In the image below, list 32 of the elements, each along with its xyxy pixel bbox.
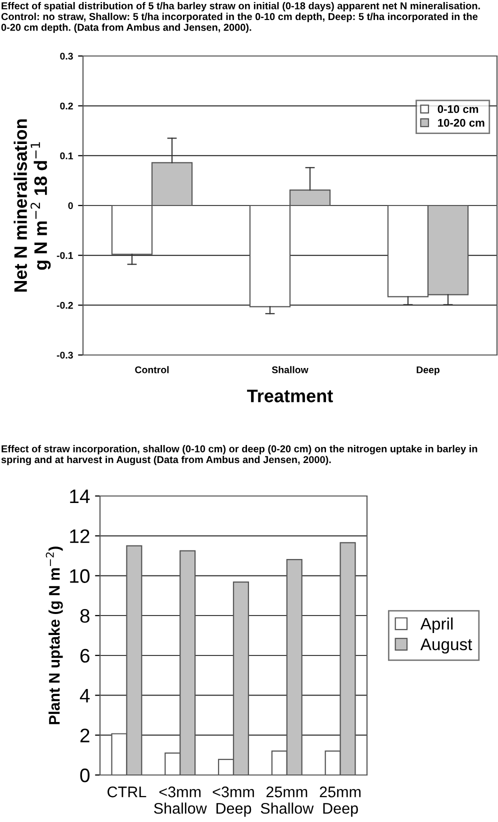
- x-tick-label: CTRL: [108, 786, 146, 798]
- y-tick-label: -0.2: [56, 302, 73, 309]
- x-tick-label: <3mm Deep: [212, 786, 254, 817]
- y-tick-label: 0.2: [60, 102, 73, 110]
- y-tick-label: 14: [70, 490, 90, 504]
- y-tick-label: 2: [80, 728, 90, 742]
- y-tick-label: 0.3: [60, 52, 73, 60]
- chart-title: Effect of spatial distribution of 5 t/ha barley straw on initial (0-18 days) apparent net N mineralisation. Control: no straw, Shallow: 5 t/ha incorporated in the 0-10 cm depth, Deep: 5 t/ha incorporated in the 0-20 cm depth. (Data from Ambus and Jensen, 2000).: [1, 2, 480, 33]
- y-axis-title: Net N mineralisation g N m$^{−2}$ 18 d$^{−1}$: [14, 119, 51, 292]
- y-tick-label: 10: [70, 569, 90, 583]
- x-tick-label: 25mm Deep: [320, 786, 361, 817]
- x-tick-label: 25mm Shallow: [260, 786, 314, 814]
- y-tick-label: 12: [70, 529, 90, 543]
- y-axis-title: Plant N uptake (g N m$^{−2}$): [46, 546, 63, 724]
- x-tick-label: Control: [135, 366, 169, 374]
- y-tick-label: -0.3: [56, 352, 73, 359]
- legend-label: April: [420, 617, 453, 633]
- x-axis-title: Treatment: [247, 390, 333, 402]
- chart-title: Effect of straw incorporation, shallow (0-10 cm) or deep (0-20 cm) on the nitrogen uptake in barley in spring and at harvest in August (Data from Ambus and Jensen, 2000).: [1, 445, 478, 466]
- legend-label: 10-20 cm: [438, 118, 484, 127]
- y-tick-label: 6: [80, 648, 90, 663]
- x-tick-label: <3mm Shallow: [154, 786, 207, 814]
- legend-label: August: [420, 638, 472, 654]
- y-tick-label: 0: [80, 768, 90, 782]
- legend-label: 0-10 cm: [438, 105, 478, 114]
- y-tick-label: 0.1: [60, 152, 74, 160]
- x-tick-label: Shallow: [272, 366, 308, 374]
- y-tick-label: 0: [68, 202, 73, 210]
- y-tick-label: 8: [80, 609, 90, 623]
- y-tick-label: -0.1: [56, 252, 74, 259]
- x-tick-label: Deep: [416, 366, 440, 376]
- y-tick-label: 4: [80, 688, 90, 702]
